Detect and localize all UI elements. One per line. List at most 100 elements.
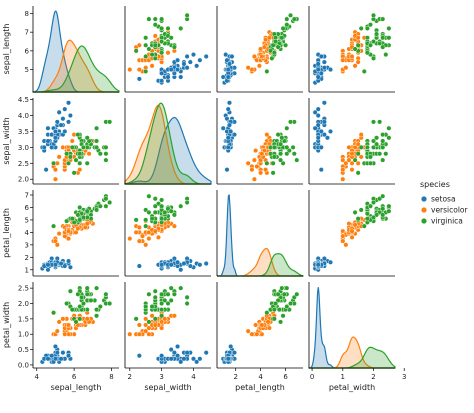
point-versicolor-26	[152, 33, 158, 39]
y-axis-label-petal_width: petal_width	[2, 302, 11, 348]
point-versicolor-31	[62, 331, 68, 337]
point-versicolor-14	[253, 322, 259, 328]
y-axis-label-sepal_length: sepal_length	[2, 24, 11, 75]
point-virginica-33	[355, 216, 361, 222]
point-setosa-43	[327, 67, 334, 73]
point-versicolor-48	[245, 65, 251, 71]
point-virginica-19	[133, 48, 139, 54]
point-versicolor-47	[261, 44, 267, 50]
point-setosa-41	[318, 167, 324, 173]
point-virginica-44	[386, 208, 392, 214]
point-versicolor-36	[162, 316, 168, 322]
x-axis-label-petal_length: petal_length	[235, 383, 285, 392]
panel-petal_length-vs-petal_width	[308, 190, 395, 277]
point-setosa-45	[159, 353, 165, 359]
point-setosa-47	[45, 138, 51, 144]
point-virginica-9	[386, 203, 392, 209]
point-virginica-14	[383, 151, 389, 157]
point-virginica-31	[370, 12, 377, 18]
point-virginica-48	[275, 132, 281, 138]
point-virginica-30	[284, 22, 290, 28]
point-virginica-40	[162, 209, 168, 215]
point-virginica-44	[279, 35, 285, 41]
legend-marker-setosa	[421, 195, 428, 202]
point-virginica-0	[77, 204, 83, 210]
point-virginica-43	[380, 138, 386, 144]
point-versicolor-48	[54, 328, 60, 334]
point-virginica-19	[71, 170, 77, 176]
point-setosa-16	[60, 116, 66, 122]
point-virginica-30	[97, 304, 103, 310]
point-setosa-43	[52, 343, 58, 350]
point-setosa-22	[220, 125, 226, 131]
point-virginica-34	[278, 319, 284, 325]
point-setosa-32	[312, 109, 318, 115]
point-versicolor-49	[65, 228, 72, 234]
point-virginica-22	[291, 151, 297, 157]
point-versicolor-36	[84, 316, 90, 322]
point-setosa-49	[52, 356, 58, 362]
point-virginica-31	[288, 300, 294, 307]
point-virginica-46	[367, 42, 373, 48]
x-tick-label: 4	[191, 373, 196, 381]
point-setosa-48	[226, 61, 232, 67]
point-virginica-25	[165, 25, 171, 31]
point-setosa-38	[159, 78, 165, 84]
point-versicolor-31	[139, 233, 146, 239]
point-versicolor-12	[133, 229, 139, 235]
point-versicolor-14	[253, 148, 259, 154]
y-tick-label: 4.5	[18, 96, 29, 104]
point-virginica-44	[168, 35, 174, 41]
point-virginica-22	[152, 16, 158, 22]
point-virginica-48	[171, 291, 177, 297]
point-setosa-36	[175, 57, 181, 63]
point-virginica-47	[80, 214, 87, 220]
point-setosa-40	[318, 128, 324, 134]
point-versicolor-9	[256, 63, 262, 69]
y-tick-label: 4.0	[18, 112, 29, 120]
point-versicolor-37	[349, 167, 355, 173]
point-setosa-43	[175, 343, 181, 350]
point-versicolor-14	[349, 234, 355, 240]
x-tick-label: 4	[258, 373, 263, 381]
point-versicolor-10	[251, 176, 257, 182]
y-tick-label: 8	[25, 10, 29, 18]
point-versicolor-9	[56, 319, 62, 325]
point-virginica-31	[184, 199, 190, 205]
legend-title: species	[420, 180, 450, 189]
point-versicolor-43	[52, 167, 58, 173]
point-virginica-44	[279, 285, 285, 291]
point-virginica-48	[380, 44, 386, 50]
point-setosa-43	[327, 128, 334, 134]
point-virginica-30	[284, 304, 290, 310]
point-setosa-32	[56, 109, 62, 115]
point-versicolor-20	[69, 138, 75, 144]
point-virginica-17	[377, 119, 383, 125]
point-virginica-40	[278, 141, 284, 147]
point-versicolor-34	[355, 59, 361, 65]
point-setosa-49	[168, 67, 174, 73]
point-virginica-8	[143, 35, 149, 41]
point-virginica-42	[271, 154, 277, 160]
point-virginica-30	[367, 22, 373, 28]
point-versicolor-37	[136, 224, 142, 230]
point-virginica-35	[103, 144, 109, 150]
point-setosa-43	[327, 259, 334, 265]
point-versicolor-31	[340, 57, 346, 63]
panel-petal_length-vs-petal_length	[216, 190, 304, 277]
point-setosa-18	[65, 353, 72, 359]
point-virginica-25	[364, 25, 370, 31]
point-virginica-31	[107, 119, 113, 125]
point-setosa-38	[41, 144, 47, 150]
panel-sepal_length-vs-petal_width	[308, 6, 395, 93]
point-virginica-18	[294, 291, 300, 297]
point-versicolor-45	[346, 144, 352, 150]
point-setosa-46	[54, 119, 60, 125]
point-setosa-49	[168, 262, 174, 268]
point-versicolor-29	[251, 157, 257, 163]
point-virginica-14	[67, 288, 73, 294]
point-virginica-48	[75, 212, 81, 218]
point-virginica-34	[278, 157, 284, 163]
